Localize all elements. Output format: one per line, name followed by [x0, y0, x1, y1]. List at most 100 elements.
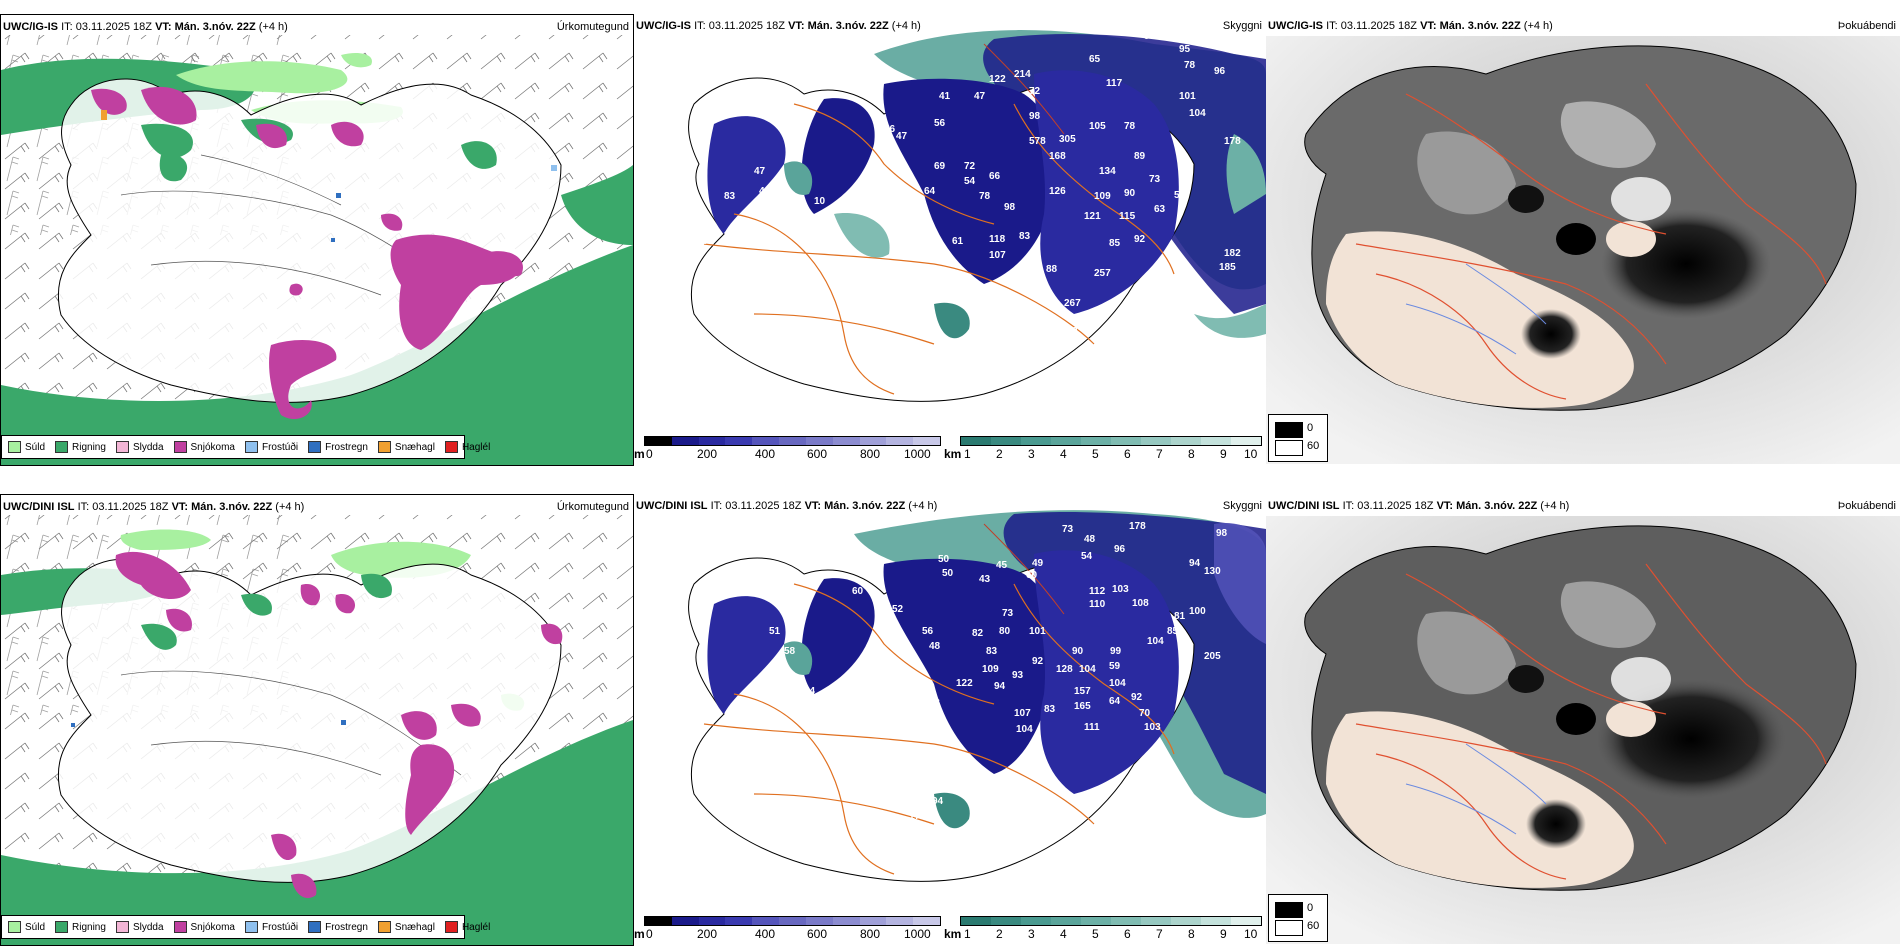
visibility-value: 47: [896, 131, 908, 142]
legend-item: Snjókoma: [173, 441, 235, 453]
visibility-value: 111: [1084, 722, 1100, 733]
legend-item: Rigning: [55, 921, 106, 933]
legend-swatch: [173, 441, 187, 453]
fog-legend: 0 60: [1268, 894, 1328, 942]
visibility-value: 78: [1124, 121, 1136, 132]
visibility-value: 44: [804, 686, 816, 697]
colorbar-tick: 2: [996, 927, 1003, 941]
visibility-value: 85: [769, 91, 781, 102]
visibility-value: 98: [1004, 202, 1016, 213]
visibility-value: 54: [1081, 551, 1093, 562]
visibility-value: 104: [1109, 678, 1126, 689]
visibility-value: 70: [1139, 708, 1151, 719]
legend-item: Snjókoma: [173, 921, 235, 933]
visibility-value: 112: [1089, 586, 1106, 597]
panel-title: Þokuábendi: [1837, 20, 1896, 32]
visibility-value: 85: [1167, 626, 1179, 637]
colorbar-tick: 4: [1060, 927, 1067, 941]
colorbar-tick: 10: [1244, 927, 1258, 941]
visibility-value: 168: [1049, 151, 1066, 162]
visibility-value: 73: [1149, 174, 1161, 185]
visibility-value: 48: [929, 641, 941, 652]
colorbar-tick: 10: [1244, 447, 1258, 461]
colorbar-tick: 8: [1188, 927, 1195, 941]
colorbar-unit: m: [634, 447, 645, 461]
visibility-value: 83: [724, 191, 736, 202]
visibility-value: 64: [1109, 696, 1121, 707]
visibility-panel: UWC/IG-IS IT: 03.11.2025 18Z VT: Mán. 3.…: [634, 14, 1266, 464]
visibility-value: 108: [1132, 598, 1149, 609]
visibility-value: 90: [770, 546, 782, 557]
legend-swatch: [173, 921, 187, 933]
visibility-value: 305: [1059, 134, 1076, 145]
visibility-value: 81: [1174, 611, 1186, 622]
visibility-value: 182: [1224, 248, 1241, 259]
visibility-value: 83: [1019, 231, 1031, 242]
visibility-value: 165: [1074, 701, 1091, 712]
visibility-value: 56: [922, 626, 934, 637]
visibility-value: 72: [964, 161, 976, 172]
visibility-value: 82: [912, 366, 924, 377]
visibility-value: 104: [1189, 108, 1206, 119]
fog-map: [1266, 36, 1900, 464]
visibility-value: 69: [934, 161, 946, 172]
legend-item: Slydda: [115, 921, 164, 933]
fog-legend-dark-label: 0: [1307, 902, 1314, 914]
legend-item: Rigning: [55, 441, 106, 453]
colorbar-tick: 7: [1156, 927, 1163, 941]
visibility-value: 60: [702, 236, 714, 247]
visibility-value: 92: [1032, 656, 1044, 667]
visibility-value: 73: [1002, 608, 1014, 619]
visibility-value: 99: [1110, 646, 1122, 657]
visibility-colorbar: km 1 2 3 4 5 6 7 8 9 10: [944, 916, 1264, 942]
visibility-value: 85: [1109, 238, 1121, 249]
colorbar-unit: km: [944, 447, 962, 461]
visibility-value: 47: [754, 166, 766, 177]
colorbar-ramp: [644, 436, 941, 446]
fog-legend-light-swatch: [1275, 920, 1303, 936]
visibility-value-labels: 95 86 95 78 96 101 104 178 65 117 214 12…: [702, 31, 1241, 389]
visibility-value: 122: [956, 678, 973, 689]
cloud-base-colorbar: m 0 200 400 600 800 1000: [634, 916, 941, 942]
panel-header: UWC/IG-IS IT: 03.11.2025 18Z VT: Mán. 3.…: [3, 21, 288, 33]
legend-item: Frostregn: [308, 441, 368, 453]
visibility-value: 128: [1056, 664, 1073, 675]
visibility-value: 254: [937, 378, 954, 389]
colorbar-ramp: [960, 436, 1262, 446]
legend-swatch: [8, 921, 21, 933]
visibility-value: 74: [862, 696, 874, 707]
colorbar-tick: 1000: [904, 447, 931, 461]
colorbar-tick: 600: [807, 927, 828, 941]
visibility-value: 54: [1174, 190, 1186, 201]
panel-title: Skyggni: [1222, 500, 1262, 512]
legend-item: Frostúði: [244, 441, 298, 453]
colorbar-tick: 4: [1060, 447, 1067, 461]
visibility-value: 72: [1029, 86, 1041, 97]
visibility-value: 89: [1134, 151, 1146, 162]
visibility-value: 267: [1064, 298, 1081, 309]
panel-title: Skyggni: [1222, 20, 1262, 32]
precip-type-panel: UWC/IG-IS IT: 03.11.2025 18Z VT: Mán. 3.…: [0, 14, 634, 466]
visibility-value: 45: [996, 560, 1008, 571]
visibility-value: 96: [1114, 544, 1126, 555]
colorbar-tick: 1: [964, 927, 971, 941]
visibility-value-labels: 127 91 98 73 48 178 96 54 94 130 45 49 6…: [702, 504, 1228, 839]
visibility-value: 47: [974, 91, 986, 102]
visibility-value: 94: [894, 244, 906, 255]
precip-type-legend: Súld Rigning Slydda Snjókoma Frostúði Fr…: [1, 435, 490, 459]
visibility-value: 117: [1106, 78, 1123, 89]
visibility-value: 86: [1214, 36, 1226, 47]
legend-swatch: [444, 921, 458, 933]
precip-map: [1, 515, 633, 945]
visibility-value: 73: [1062, 524, 1074, 535]
visibility-value: 50: [942, 568, 954, 579]
visibility-value: 191: [729, 84, 746, 95]
visibility-value: 178: [1224, 136, 1241, 147]
precip-type-legend: Súld Rigning Slydda Snjókoma Frostúði Fr…: [1, 915, 490, 939]
colorbar-tick: 7: [1156, 447, 1163, 461]
fog-indicator-panel: UWC/DINI ISL IT: 03.11.2025 18Z VT: Mán.…: [1266, 494, 1900, 944]
visibility-value: 61: [754, 691, 766, 702]
panel-title: Þokuábendi: [1837, 500, 1896, 512]
colorbar-ramp: [644, 916, 941, 926]
visibility-value: 60: [1026, 570, 1038, 581]
